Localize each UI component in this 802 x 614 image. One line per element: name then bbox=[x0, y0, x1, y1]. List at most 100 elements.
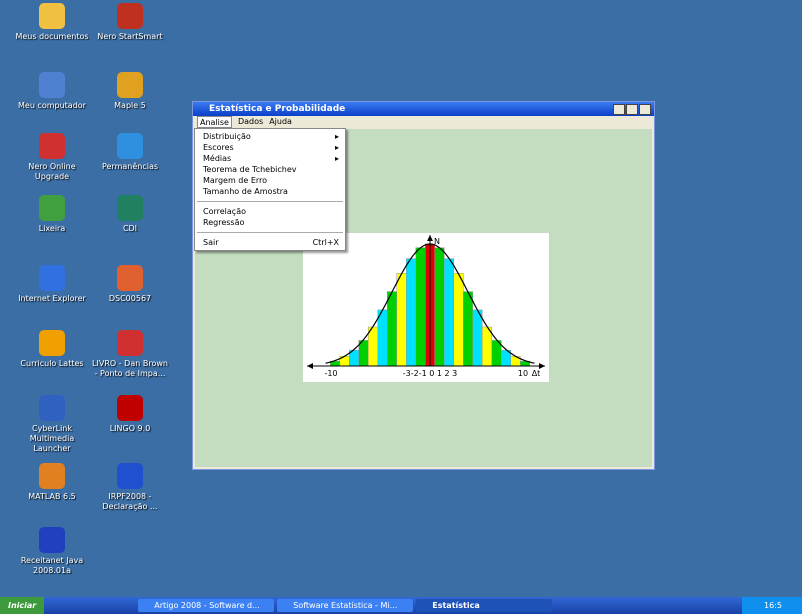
start-button[interactable]: Iniciar bbox=[0, 597, 44, 614]
histogram-bar bbox=[435, 248, 445, 366]
histogram-bar bbox=[387, 292, 397, 366]
task-button[interactable]: Software Estatística - Mi... bbox=[277, 599, 413, 612]
x-tick-label: -3-2-1 0 1 2 3 bbox=[403, 369, 457, 378]
icon-label: DSC00567 bbox=[92, 294, 168, 304]
dropdown-menu: Distribuição ▸Escores▸Médias ▸ Teorema de T… bbox=[194, 128, 346, 251]
window-buttons bbox=[613, 104, 651, 115]
icon-label: LINGO 9.0 bbox=[92, 424, 168, 434]
menu-bar: Analise Dados Ajuda bbox=[193, 116, 654, 128]
icon-image bbox=[39, 527, 65, 553]
desktop-icon[interactable]: LIVRO - Dan Brown - Ponto de Impa... bbox=[92, 330, 168, 379]
menu-item[interactable]: Analise bbox=[197, 116, 232, 128]
desktop-icon[interactable]: Curriculo Lattes bbox=[14, 330, 90, 369]
icon-label: Permanências bbox=[92, 162, 168, 172]
icon-image bbox=[117, 265, 143, 291]
icon-image bbox=[39, 72, 65, 98]
item-label: Médias bbox=[203, 153, 231, 164]
task-button[interactable]: Estatística bbox=[416, 599, 552, 612]
desktop-icon[interactable]: Internet Explorer bbox=[14, 265, 90, 304]
icon-label: Nero StartSmart bbox=[92, 32, 168, 42]
desktop-icon[interactable]: Meu computador bbox=[14, 72, 90, 111]
menu-item[interactable]: Dados bbox=[238, 116, 263, 128]
dropdown-item[interactable]: Médias ▸ bbox=[195, 153, 345, 164]
dropdown-item[interactable]: Distribuição ▸ bbox=[195, 131, 345, 142]
icon-image bbox=[39, 3, 65, 29]
window-title: Estatística e Probabilidade bbox=[209, 104, 345, 114]
minimize-button[interactable] bbox=[613, 104, 625, 115]
histogram-bar bbox=[406, 259, 416, 366]
histogram-bar bbox=[444, 259, 454, 366]
icon-label: MATLAB 6.5 bbox=[14, 492, 90, 502]
task-list: Artigo 2008 - Software d...Software Esta… bbox=[138, 599, 552, 612]
menu-separator bbox=[197, 201, 343, 202]
desktop-icon[interactable]: IRPF2008 - Declaração ... bbox=[92, 463, 168, 512]
desktop-icon[interactable]: Receitanet Java 2008.01a bbox=[14, 527, 90, 576]
x-axis-label: Δt bbox=[532, 369, 541, 378]
icon-image bbox=[117, 395, 143, 421]
icon-image bbox=[117, 3, 143, 29]
icon-image bbox=[117, 72, 143, 98]
icon-image bbox=[39, 330, 65, 356]
histogram-bar bbox=[473, 310, 483, 366]
icon-image bbox=[117, 463, 143, 489]
histogram-bar bbox=[482, 327, 492, 366]
submenu-arrow: ▸ bbox=[335, 142, 339, 153]
submenu-arrow: ▸ bbox=[335, 131, 339, 142]
title-bar: Estatística e Probabilidade bbox=[193, 102, 654, 116]
icon-label: CyberLink Multimedia Launcher bbox=[14, 424, 90, 454]
desktop-icon[interactable]: Meus documentos bbox=[14, 3, 90, 42]
desktop-icon[interactable]: MATLAB 6.5 bbox=[14, 463, 90, 502]
dropdown-item[interactable]: Margem de Erro bbox=[195, 175, 345, 186]
desktop-icon[interactable]: DSC00567 bbox=[92, 265, 168, 304]
item-label: Tamanho de Amostra bbox=[203, 186, 288, 197]
dropdown-item[interactable]: Escores▸ bbox=[195, 142, 345, 153]
desktop-icon[interactable]: Maple 5 bbox=[92, 72, 168, 111]
task-button[interactable]: Artigo 2008 - Software d... bbox=[138, 599, 274, 612]
icon-image bbox=[39, 195, 65, 221]
desktop-icon[interactable]: Nero Online Upgrade bbox=[14, 133, 90, 182]
icon-image bbox=[39, 395, 65, 421]
item-label: Regressão bbox=[203, 217, 244, 228]
app-window: Estatística e Probabilidade Analise Dados… bbox=[192, 101, 655, 470]
clock: 16:5 bbox=[764, 601, 782, 610]
histogram-bar bbox=[416, 248, 426, 366]
icon-label: Nero Online Upgrade bbox=[14, 162, 90, 182]
icon-image bbox=[39, 265, 65, 291]
desktop-icon[interactable]: Lixeira bbox=[14, 195, 90, 234]
icon-label: Maple 5 bbox=[92, 101, 168, 111]
desktop-icon[interactable]: Permanências bbox=[92, 133, 168, 172]
screen: Meus documentosNero StartSmart Meu comput… bbox=[0, 0, 802, 614]
dropdown-item[interactable]: Correlação bbox=[195, 206, 345, 217]
item-label: Distribuição bbox=[203, 131, 251, 142]
icon-label: Curriculo Lattes bbox=[14, 359, 90, 369]
desktop-icon[interactable]: Nero StartSmart bbox=[92, 3, 168, 42]
submenu-arrow: ▸ bbox=[335, 153, 339, 164]
menu-separator bbox=[197, 232, 343, 233]
tray: 16:5 bbox=[742, 597, 802, 614]
histogram-bar bbox=[378, 310, 388, 366]
taskbar: Iniciar Artigo 2008 - Software d...Softw… bbox=[0, 597, 802, 614]
dropdown-item[interactable]: Teorema de Tchebichev bbox=[195, 164, 345, 175]
icon-label: Lixeira bbox=[14, 224, 90, 234]
x-tick-label: 10 bbox=[518, 369, 528, 378]
icon-label: CDI bbox=[92, 224, 168, 234]
menu-item[interactable]: Ajuda bbox=[269, 116, 292, 128]
icon-label: Meu computador bbox=[14, 101, 90, 111]
dropdown-item[interactable]: Tamanho de Amostra bbox=[195, 186, 345, 197]
desktop-icon[interactable]: CyberLink Multimedia Launcher bbox=[14, 395, 90, 454]
dropdown-item[interactable]: Regressão bbox=[195, 217, 345, 228]
histogram-bar bbox=[463, 292, 473, 366]
maximize-button[interactable] bbox=[626, 104, 638, 115]
histogram-bar bbox=[368, 327, 378, 366]
y-axis-label: N bbox=[434, 237, 440, 246]
desktop-icon[interactable]: CDI bbox=[92, 195, 168, 234]
item-shortcut: Ctrl+X bbox=[313, 237, 339, 248]
desktop-icon[interactable]: LINGO 9.0 bbox=[92, 395, 168, 434]
close-button[interactable] bbox=[639, 104, 651, 115]
icon-image bbox=[117, 330, 143, 356]
item-label: Teorema de Tchebichev bbox=[203, 164, 297, 175]
icon-label: Meus documentos bbox=[14, 32, 90, 42]
icon-label: Receitanet Java 2008.01a bbox=[14, 556, 90, 576]
